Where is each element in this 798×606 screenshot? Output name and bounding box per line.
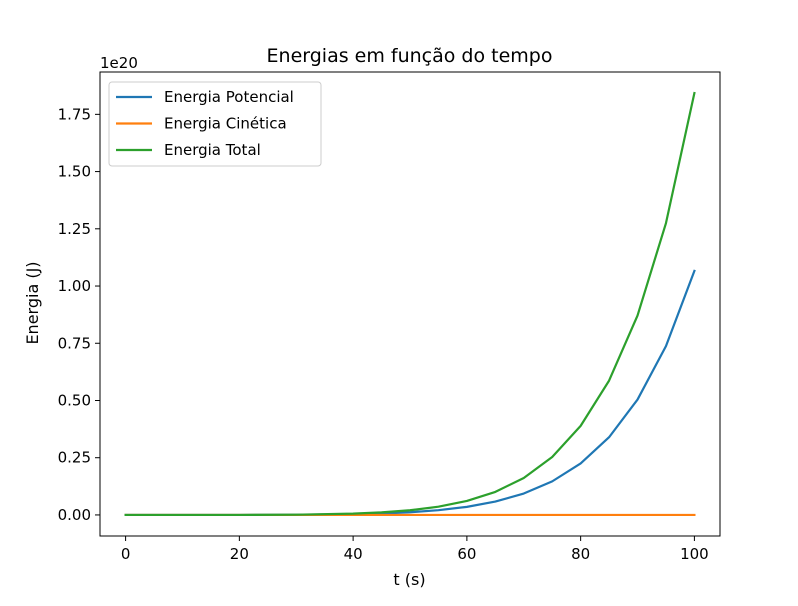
x-axis-label: t (s) — [393, 570, 425, 589]
axes-frame — [99, 71, 721, 537]
legend: Energia Potencial Energia Cinética Energia… — [108, 81, 322, 167]
legend-box — [108, 81, 322, 167]
legend-label: Energia Potencial — [164, 88, 294, 106]
plot-area: 0 20 40 60 80 100 0.00 0.25 0.50 0.75 1.00 1.25 1.50… — [58, 71, 721, 563]
series-line-2 — [124, 91, 696, 517]
y-tick-label: 1.75 — [58, 105, 91, 123]
y-offset-text: 1e20 — [100, 54, 138, 72]
y-axis-label: Energia (J) — [23, 261, 42, 344]
y-tick-label: 1.25 — [58, 220, 91, 238]
x-tick-label: 100 — [680, 545, 709, 563]
y-tick-label: 0.75 — [58, 334, 91, 352]
chart-title: Energias em função do tempo — [267, 45, 553, 67]
y-tick-label: 1.00 — [58, 277, 91, 295]
x-tick-label: 80 — [571, 545, 590, 563]
y-tick-label: 0.00 — [58, 506, 91, 524]
x-tick-label: 60 — [457, 545, 476, 563]
legend-label: Energia Total — [164, 141, 261, 159]
y-tick-label: 0.25 — [58, 449, 91, 467]
x-tick-label: 0 — [121, 545, 131, 563]
x-tick-label: 40 — [344, 545, 363, 563]
y-tick-label: 0.50 — [58, 391, 91, 409]
y-tick-label: 1.50 — [58, 163, 91, 181]
legend-label: Energia Cinética — [164, 115, 287, 133]
x-tick-label: 20 — [230, 545, 249, 563]
